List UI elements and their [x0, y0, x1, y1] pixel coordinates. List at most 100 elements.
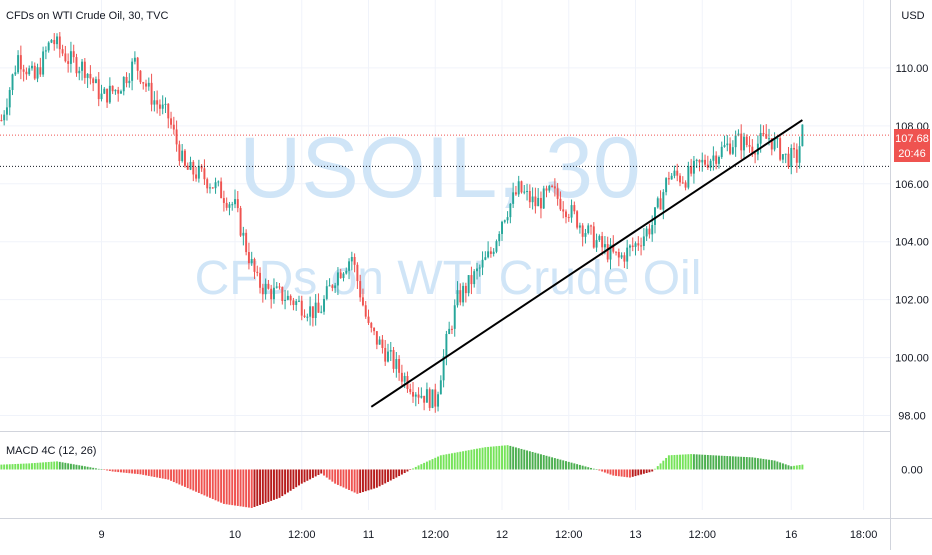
- macd-bar: [743, 456, 745, 470]
- macd-bar: [356, 469, 359, 494]
- candle-body: [19, 55, 22, 70]
- macd-bar: [192, 469, 195, 491]
- macd-bar: [587, 467, 590, 470]
- macd-bar: [642, 469, 645, 474]
- macd-bar: [720, 455, 723, 470]
- macd-bar: [754, 457, 757, 470]
- macd-bar: [793, 465, 796, 470]
- macd-bar: [459, 451, 462, 470]
- macd-bar: [133, 469, 136, 474]
- macd-bar: [487, 446, 490, 470]
- macd-bar: [453, 452, 456, 470]
- candle-body: [548, 185, 551, 191]
- candle-body: [556, 188, 559, 199]
- candle-body: [403, 376, 406, 382]
- candle-body: [801, 124, 804, 147]
- candle-body: [503, 220, 506, 222]
- macd-bar: [92, 467, 95, 470]
- candle-body: [398, 359, 401, 373]
- candle-body: [584, 233, 587, 237]
- macd-bar: [389, 469, 392, 481]
- macd-bar: [448, 453, 451, 470]
- macd-bar: [334, 469, 337, 484]
- candle-body: [709, 160, 712, 168]
- candle-body: [22, 69, 25, 72]
- candle-body: [17, 55, 20, 73]
- candle-body: [528, 190, 531, 203]
- candle-body: [795, 149, 798, 163]
- macd-bar: [44, 462, 47, 470]
- macd-bar: [170, 469, 173, 481]
- macd-bar: [403, 469, 406, 474]
- candle-body: [492, 251, 495, 254]
- macd-bar: [501, 445, 503, 470]
- macd-bar: [395, 469, 398, 478]
- macd-bar: [520, 448, 523, 470]
- macd-bar: [412, 468, 414, 470]
- macd-bar: [531, 451, 534, 470]
- macd-bar: [209, 469, 211, 498]
- macd-bar: [648, 469, 651, 473]
- candle-body: [712, 155, 715, 161]
- candle-body: [3, 114, 6, 121]
- candle-body: [545, 188, 548, 191]
- candle-body: [209, 187, 211, 189]
- macd-bar: [698, 454, 701, 470]
- trendline-group[interactable]: [370, 119, 803, 408]
- candle-body: [506, 217, 509, 221]
- macd-bar: [39, 462, 42, 470]
- x-tick-label: 12:00: [555, 529, 583, 541]
- candle-body: [679, 175, 681, 183]
- macd-bar: [167, 469, 170, 480]
- trendline[interactable]: [370, 119, 803, 408]
- macd-bar: [495, 446, 498, 470]
- candle-body: [217, 181, 220, 183]
- candle-body: [684, 182, 687, 188]
- candle-body: [281, 286, 284, 301]
- candle-body: [31, 65, 33, 69]
- macd-bar: [425, 461, 428, 470]
- currency-label[interactable]: USD: [901, 10, 925, 22]
- candle-body: [729, 143, 732, 154]
- macd-bar: [100, 469, 103, 470]
- macd-bar: [548, 456, 551, 470]
- macd-bar: [431, 459, 434, 470]
- candle-body: [234, 199, 236, 205]
- macd-bar: [489, 446, 492, 470]
- candle-body: [603, 244, 606, 248]
- macd-bar: [492, 446, 495, 470]
- macd-bar: [81, 465, 84, 470]
- macd-bar: [565, 461, 567, 470]
- y-tick-label: 100.00: [895, 353, 929, 365]
- macd-bar: [270, 469, 273, 501]
- candle-body: [42, 51, 45, 75]
- candle-body: [731, 147, 734, 154]
- candle-body: [748, 145, 751, 147]
- candle-body: [350, 257, 353, 262]
- candle-body: [150, 82, 153, 105]
- candle-body: [442, 356, 445, 381]
- candle-body: [423, 395, 426, 403]
- macd-bar: [120, 469, 122, 473]
- candle-body: [0, 120, 3, 122]
- candle-body: [61, 49, 64, 54]
- candle-body: [450, 328, 453, 330]
- candle-body: [620, 255, 623, 258]
- candle-body: [698, 159, 701, 163]
- macd-bar: [264, 469, 267, 503]
- candle-body: [526, 190, 529, 192]
- candle-body: [626, 247, 629, 262]
- candle-body: [437, 394, 440, 407]
- candle-body: [309, 306, 312, 317]
- macd-bar: [306, 469, 309, 481]
- candle-body: [595, 240, 598, 248]
- candle-body: [645, 228, 648, 237]
- macd-bar: [153, 469, 156, 477]
- macd-bar: [0, 464, 3, 470]
- candle-body: [651, 224, 654, 235]
- macd-bar: [303, 469, 306, 483]
- candle-body: [311, 306, 314, 318]
- candle-body: [656, 198, 659, 208]
- candle-body: [323, 298, 325, 312]
